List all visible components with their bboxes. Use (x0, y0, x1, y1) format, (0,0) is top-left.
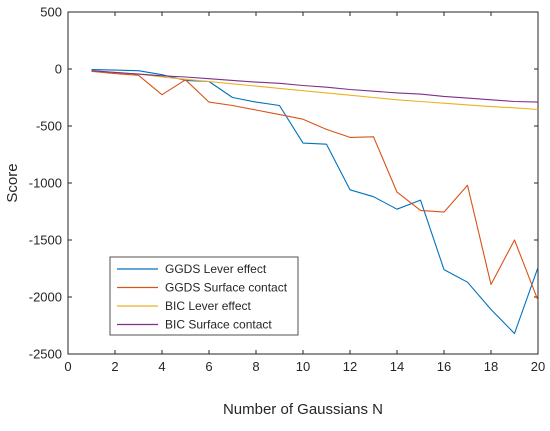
series-line-bic-lever-effect (91, 70, 539, 111)
axis-ticks: 0 2 4 6 8 10 12 14 16 18 20 500 0 -500 -1000 -1500 -2000… (29, 5, 545, 375)
x-tick-label: 4 (158, 359, 165, 374)
x-tick-label: 6 (205, 359, 212, 374)
x-tick-label: 12 (343, 359, 357, 374)
x-tick-label: 0 (64, 359, 71, 374)
series-line-bic-surface-contact (91, 70, 539, 103)
y-tick-label: -1000 (29, 176, 62, 191)
y-tick-label: -2500 (29, 347, 62, 362)
series-lines (91, 69, 539, 335)
legend-label-ggds-surface-contact: GGDS Surface contact (165, 281, 288, 295)
x-tick-label: 20 (531, 359, 545, 374)
y-tick-label: 0 (55, 62, 62, 77)
legend-box (109, 256, 299, 336)
legend: GGDS Lever effect GGDS Surface contact BIC… (109, 256, 299, 336)
legend-label-ggds-lever-effect: GGDS Lever effect (165, 262, 267, 276)
y-axis-title: Score (4, 163, 21, 202)
y-tick-label: -2000 (29, 290, 62, 305)
x-axis-title: Number of Gaussians N (223, 401, 383, 418)
x-tick-label: 18 (484, 359, 498, 374)
x-tick-label: 2 (111, 359, 118, 374)
x-tick-label: 14 (390, 359, 404, 374)
x-tick-label: 16 (437, 359, 451, 374)
y-tick-label: 500 (40, 5, 62, 20)
series-line-ggds-surface-contact (91, 70, 539, 301)
legend-label-bic-surface-contact: BIC Surface contact (165, 318, 272, 332)
x-tick-label: 10 (296, 359, 310, 374)
legend-label-bic-lever-effect: BIC Lever effect (165, 299, 251, 313)
y-tick-label: -1500 (29, 233, 62, 248)
y-tick-label: -500 (36, 119, 62, 134)
x-tick-label: 8 (252, 359, 259, 374)
